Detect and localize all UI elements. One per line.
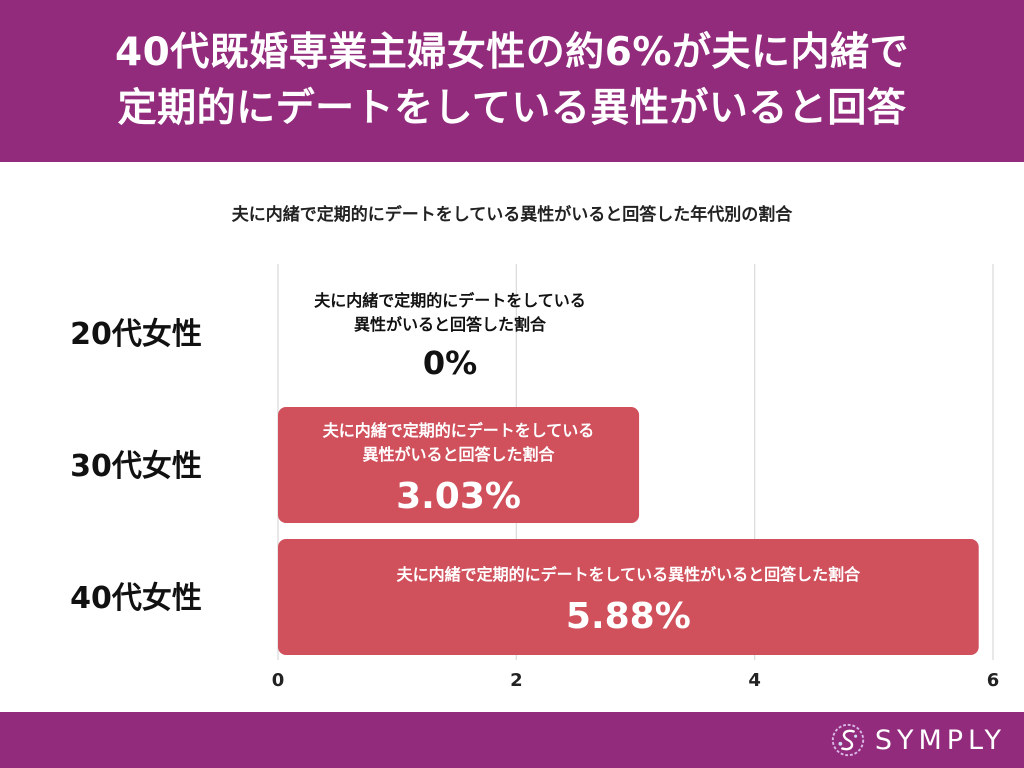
category-label: 30代女性	[70, 449, 202, 484]
category-label: 40代女性	[70, 581, 202, 616]
bar-value-label: 3.03%	[396, 476, 521, 517]
x-tick-label: 4	[748, 670, 761, 691]
chart-title: 夫に内緒で定期的にデートをしている異性がいると回答した年代別の割合	[231, 205, 793, 225]
category-label: 20代女性	[70, 317, 202, 352]
brand-logo: SYMPLY	[829, 720, 1006, 760]
headline-line-1: 40代既婚専業主婦女性の約6%が夫に内緒で	[115, 30, 909, 75]
bar	[278, 407, 640, 523]
x-tick-label: 6	[987, 670, 1000, 691]
bar-series-label: 異性がいると回答した割合	[363, 445, 556, 464]
logo-text: SYMPLY	[874, 724, 1006, 756]
x-tick-label: 0	[272, 670, 285, 691]
x-tick-label: 2	[510, 670, 523, 691]
headline-line-2: 定期的にデートをしている異性がいると回答	[117, 86, 907, 131]
bar-series-label: 夫に内緒で定期的にデートをしている異性がいると回答した割合	[397, 565, 862, 584]
bar-series-label: 夫に内緒で定期的にデートをしている	[314, 291, 586, 310]
bar-value-label: 0%	[423, 344, 477, 382]
header-banner: 40代既婚専業主婦女性の約6%が夫に内緒で 定期的にデートをしている異性がいると…	[0, 0, 1024, 162]
bar	[278, 539, 979, 655]
bar-value-label: 5.88%	[566, 596, 691, 637]
footer-banner: SYMPLY	[0, 712, 1024, 768]
symply-logo-icon	[831, 723, 864, 757]
bar-series-label: 夫に内緒で定期的にデートをしている	[323, 421, 595, 440]
bar-series-label: 異性がいると回答した割合	[354, 315, 547, 334]
